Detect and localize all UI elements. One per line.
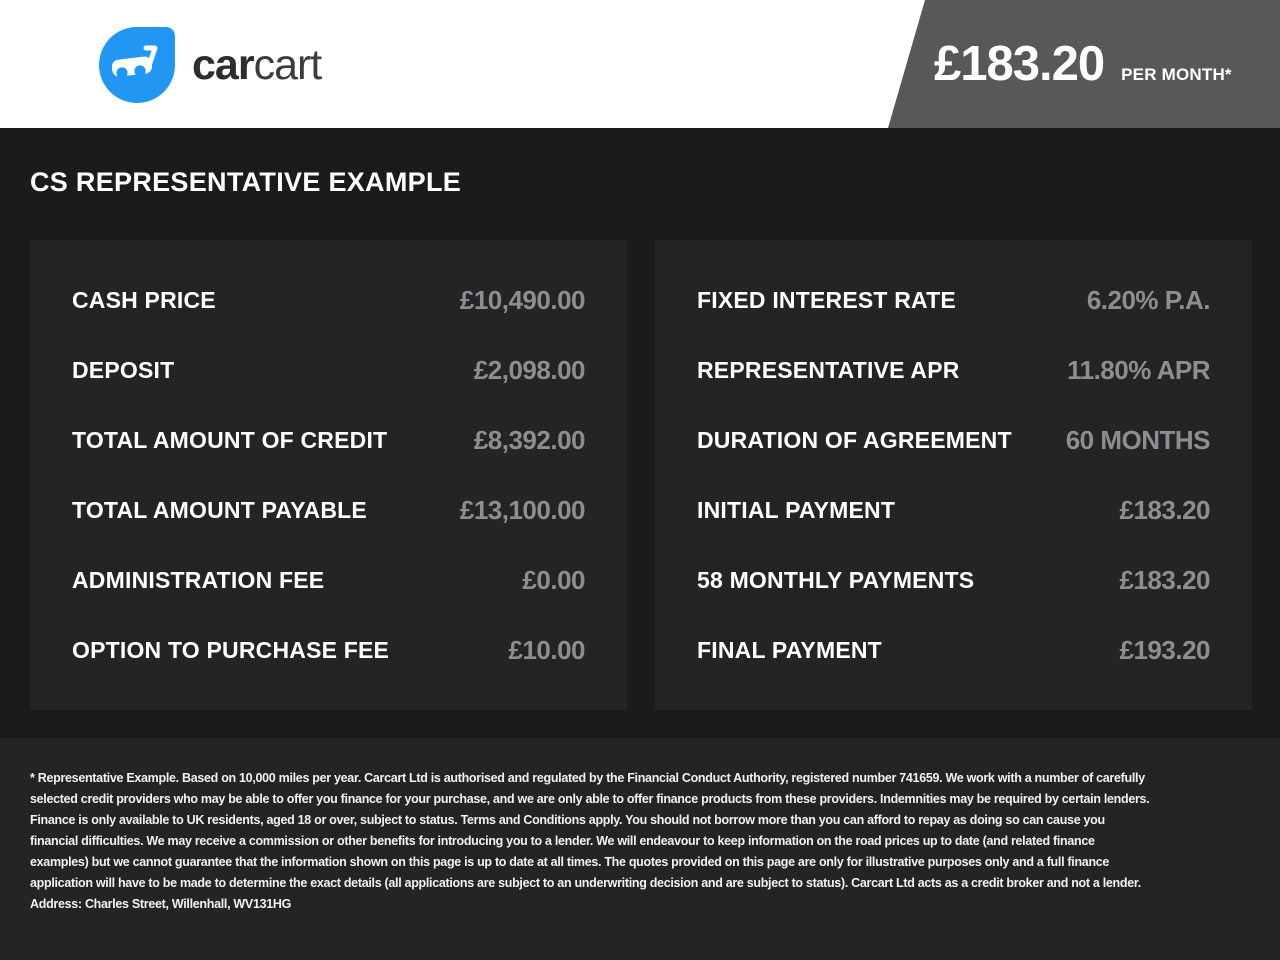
row-value: £0.00 (522, 564, 585, 595)
monthly-price-period: PER MONTH* (1121, 65, 1232, 84)
footer-disclaimer-section: * Representative Example. Based on 10,00… (0, 738, 1280, 960)
page-title: CS REPRESENTATIVE EXAMPLE (30, 167, 462, 197)
row-value: £8,392.00 (473, 424, 586, 455)
row-value: 60 MONTHS (1065, 424, 1211, 455)
row-value: 11.80% APR (1067, 354, 1210, 385)
row-label: DEPOSIT (72, 356, 175, 383)
table-row: INITIAL PAYMENT £183.20 (655, 475, 1252, 545)
row-label: INITIAL PAYMENT (697, 496, 896, 523)
table-row: DURATION OF AGREEMENT 60 MONTHS (655, 405, 1252, 475)
brand-wordmark: car cart (192, 40, 323, 89)
table-row: ADMINISTRATION FEE £0.00 (30, 545, 627, 615)
row-value: £2,098.00 (473, 354, 586, 385)
header-bar: car cart £183.20 PER MONTH* (0, 0, 1280, 128)
row-label: CASH PRICE (72, 286, 216, 313)
carcart-logo[interactable]: car cart (99, 26, 323, 104)
brand-car: car (192, 40, 255, 89)
row-label: OPTION TO PURCHASE FEE (72, 636, 390, 663)
table-row: 58 MONTHLY PAYMENTS £183.20 (655, 545, 1252, 615)
table-row: REPRESENTATIVE APR 11.80% APR (655, 335, 1252, 405)
row-value: 6.20% P.A. (1086, 284, 1211, 315)
row-value: £183.20 (1119, 494, 1211, 525)
row-label: REPRESENTATIVE APR (697, 356, 960, 383)
row-label: FINAL PAYMENT (697, 636, 882, 663)
disclaimer-text: * Representative Example. Based on 10,00… (30, 771, 1150, 911)
table-row: DEPOSIT £2,098.00 (30, 335, 627, 405)
row-label: TOTAL AMOUNT OF CREDIT (72, 426, 388, 453)
row-value: £183.20 (1119, 564, 1211, 595)
row-value: £10.00 (508, 634, 585, 665)
finance-panel-left: CASH PRICE £10,490.00 DEPOSIT £2,098.00 … (30, 240, 627, 710)
brand-cart: cart (253, 40, 323, 89)
row-label: 58 MONTHLY PAYMENTS (697, 566, 975, 593)
table-row: FINAL PAYMENT £193.20 (655, 615, 1252, 685)
row-value: £10,490.00 (459, 284, 586, 315)
row-label: ADMINISTRATION FEE (72, 566, 325, 593)
table-row: TOTAL AMOUNT PAYABLE £13,100.00 (30, 475, 627, 545)
table-row: TOTAL AMOUNT OF CREDIT £8,392.00 (30, 405, 627, 475)
table-row: CASH PRICE £10,490.00 (30, 265, 627, 335)
monthly-price: £183.20 (934, 37, 1105, 91)
row-value: £193.20 (1119, 634, 1211, 665)
finance-panel-right: FIXED INTEREST RATE 6.20% P.A. REPRESENT… (655, 240, 1252, 710)
row-value: £13,100.00 (459, 494, 586, 525)
row-label: TOTAL AMOUNT PAYABLE (72, 496, 367, 523)
price-ribbon: £183.20 PER MONTH* (888, 0, 1280, 128)
table-row: OPTION TO PURCHASE FEE £10.00 (30, 615, 627, 685)
shopping-cart-icon (99, 27, 175, 103)
table-row: FIXED INTEREST RATE 6.20% P.A. (655, 265, 1252, 335)
row-label: FIXED INTEREST RATE (697, 286, 956, 313)
row-label: DURATION OF AGREEMENT (697, 426, 1012, 453)
